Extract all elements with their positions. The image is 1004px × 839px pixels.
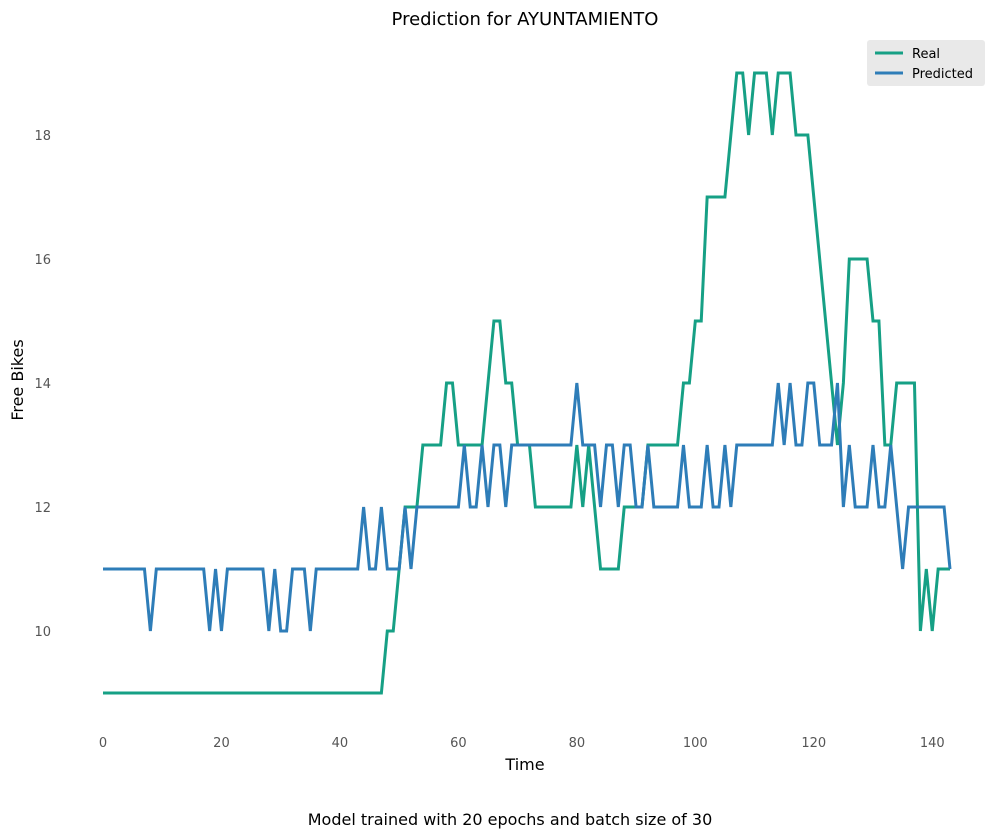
series-line-real xyxy=(103,71,950,695)
x-tick-label: 40 xyxy=(332,736,349,751)
legend-label-predicted: Predicted xyxy=(912,67,973,82)
legend: Real Predicted xyxy=(867,40,985,86)
y-tick-label: 12 xyxy=(34,501,51,516)
chart-title: Prediction for AYUNTAMIENTO xyxy=(392,9,659,30)
x-tick-label: 20 xyxy=(213,736,230,751)
y-tick-label: 10 xyxy=(34,625,51,640)
x-axis-ticks: 0 20 40 60 80 100 120 140 xyxy=(99,736,945,751)
x-tick-label: 100 xyxy=(683,736,708,751)
chart-caption: Model trained with 20 epochs and batch s… xyxy=(308,810,713,829)
y-axis-label: Free Bikes xyxy=(8,339,27,420)
series-line-predicted xyxy=(103,381,952,633)
x-tick-label: 140 xyxy=(920,736,945,751)
y-tick-label: 18 xyxy=(34,129,51,144)
x-tick-label: 80 xyxy=(569,736,586,751)
series-lines xyxy=(103,71,952,695)
x-tick-label: 120 xyxy=(801,736,826,751)
x-tick-label: 0 xyxy=(99,736,107,751)
y-axis-ticks: 10 12 14 16 18 xyxy=(34,129,51,640)
x-tick-label: 60 xyxy=(450,736,467,751)
y-tick-label: 16 xyxy=(34,253,51,268)
x-axis-label: Time xyxy=(504,755,544,774)
y-tick-label: 14 xyxy=(34,377,51,392)
legend-label-real: Real xyxy=(912,47,940,62)
plot-area xyxy=(103,71,952,695)
